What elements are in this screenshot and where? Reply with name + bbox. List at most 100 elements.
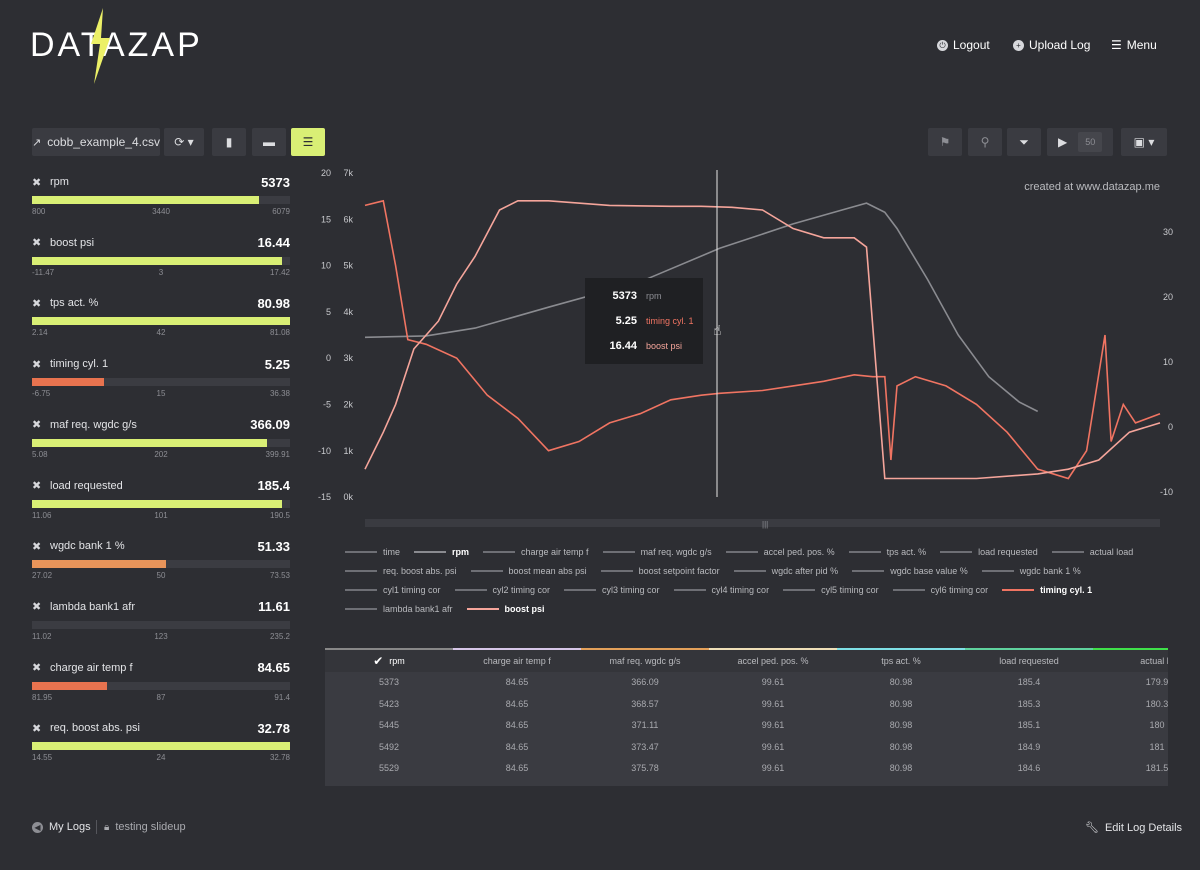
legend-item[interactable]: wgdc base value % [852,566,968,576]
table-header-cell[interactable]: charge air temp f [453,648,581,672]
panel-view-button[interactable]: ▬ [252,128,286,156]
edit-log-details-link[interactable]: 🔧︎ Edit Log Details [1085,821,1183,835]
table-header-cell[interactable]: actual lo [1093,648,1168,672]
legend-item[interactable]: rpm [414,547,469,557]
table-header-cell[interactable]: ✔ rpm [325,648,453,672]
legend-label: wgdc after pid % [771,565,839,576]
rpm-axis-tick: 3k [343,353,353,363]
table-row[interactable]: 5529 84.65 375.78 99.61 80.98 184.6 181.5 [325,758,1168,780]
legend-item[interactable]: maf req. wgdc g/s [602,547,712,557]
table-view-button[interactable]: ☰ [291,128,325,156]
rpm-axis-tick: 6k [343,214,353,224]
table-header-cell[interactable]: accel ped. pos. % [709,648,837,672]
variable-header: ✖ req. boost abs. psi 32.78 [32,720,290,736]
table-cell: 99.61 [761,677,785,687]
remove-icon[interactable]: ✖ [32,358,42,371]
legend-item[interactable]: wgdc after pid % [733,565,839,576]
upload-log-link[interactable]: + Upload Log [1013,38,1090,52]
file-select-button[interactable]: ↗ cobb_example_4.csv [32,128,160,156]
legend-item[interactable]: boost psi [466,604,545,614]
legend-item[interactable]: timing cyl. 1 [1002,585,1092,595]
table-row[interactable]: 5373 84.65 366.09 99.61 80.98 185.4 179.9 [325,672,1168,694]
legend-item[interactable]: time [345,547,400,557]
tooltip-value: 5.25 [615,315,637,327]
remove-icon[interactable]: ✖ [32,601,42,614]
legend-item[interactable]: cyl5 timing cor [783,585,879,595]
zoom-button[interactable]: ⚲ [968,128,1002,156]
right-axis-tick: 30 [1163,227,1173,237]
column-label: tps act. % [881,656,921,666]
remove-icon[interactable]: ✖ [32,176,42,189]
remove-icon[interactable]: ✖ [32,237,42,250]
remove-icon[interactable]: ✖ [32,722,42,735]
table-row[interactable]: 5445 84.65 371.11 99.61 80.98 185.1 180 [325,715,1168,737]
refresh-button[interactable]: ⟳ ▾ [164,128,204,156]
legend-item[interactable]: cyl6 timing cor [892,585,988,595]
legend-item[interactable]: boost mean abs psi [470,565,587,576]
chart-scrollbar[interactable] [365,519,1160,527]
legend-item[interactable]: req. boost abs. psi [345,566,457,576]
menu-label: Menu [1126,38,1157,52]
logout-link[interactable]: ⏻ Logout [937,38,990,52]
legend-item[interactable]: lambda bank1 afr [345,604,453,614]
left-axis-tick: 5 [326,307,331,317]
range-min: 27.02 [32,571,53,581]
remove-icon[interactable]: ✖ [32,419,42,432]
range-mid: 24 [156,753,166,763]
legend-item[interactable]: cyl4 timing cor [673,585,769,595]
variable-item: ✖ tps act. % 80.98 2.14 42 81.08 [32,295,290,340]
legend-item[interactable]: cyl3 timing cor [564,585,660,595]
variable-value: 32.78 [257,720,290,736]
variable-value: 51.33 [257,538,290,554]
left-axis-tick: -15 [318,492,331,502]
play-icon[interactable]: ▶ [1058,135,1068,149]
legend-item[interactable]: cyl1 timing cor [345,585,441,595]
filter-button[interactable]: ⏷ [1007,128,1041,156]
right-axis-tick: -10 [1160,487,1173,497]
logout-label: Logout [953,38,990,52]
play-speed-input[interactable]: 50 [1078,132,1103,152]
table-cell: 5445 [378,720,400,730]
table-header-cell[interactable]: maf req. wgdc g/s [581,648,709,672]
legend-item[interactable]: tps act. % [848,547,926,557]
remove-icon[interactable]: ✖ [32,480,42,492]
legend-item[interactable]: charge air temp f [483,547,589,557]
filter-icon: ⏷ [1019,134,1029,149]
table-cell: 80.98 [889,763,913,773]
legend-item[interactable]: boost setpoint factor [600,566,720,576]
table-cell: 185.3 [1017,698,1041,709]
legend-label: boost mean abs psi [508,565,587,576]
table-header-cell[interactable]: tps act. % [837,648,965,672]
variable-label: tps act. % [50,297,99,310]
flag-button[interactable]: ⚑ [928,128,962,156]
menu-link[interactable]: ☰ Menu [1111,38,1157,52]
legend-item[interactable]: cyl2 timing cor [454,585,550,595]
my-logs-link[interactable]: ◀ My Logs [32,821,91,833]
rpm-axis-tick: 1k [343,446,353,456]
line-chart[interactable]: 20 15 10 5 0 -5 -10 -15 7k 6k 5k 4k 3k 2k 1k 0k 30 20 10 0 -… [305,165,1185,535]
legend-item[interactable]: actual load [1051,547,1133,557]
table-row[interactable]: 5423 84.65 368.57 99.61 80.98 185.3 180.3 [325,694,1168,716]
tools-button[interactable]: ▣ ▾ [1121,128,1167,156]
range-max: 81.08 [269,328,290,338]
lock-icon: 🔒︎ [104,821,110,833]
file-view-button[interactable]: ▮ [212,128,246,156]
legend-swatch [466,607,499,610]
legend-item[interactable]: accel ped. pos. % [725,547,835,557]
table-row[interactable]: 5492 84.65 373.47 99.61 80.98 184.9 181 [325,737,1168,759]
remove-icon[interactable]: ✖ [32,297,42,310]
table-icon: ☰ [302,135,314,149]
legend-item[interactable]: load requested [940,547,1038,557]
variable-label: load requested [50,479,123,492]
log-name: 🔒︎ testing slideup [104,821,186,833]
legend-swatch [483,550,516,553]
legend-item[interactable]: wgdc bank 1 % [981,566,1081,576]
back-arrow-icon: ◀ [32,821,43,833]
variable-item: ✖ lambda bank1 afr 11.61 11.02 123 235.2 [32,599,290,644]
remove-icon[interactable]: ✖ [32,662,42,675]
remove-icon[interactable]: ✖ [32,540,42,553]
logo[interactable]: DATAZAP [30,26,203,64]
table-header-cell[interactable]: load requested [965,648,1093,672]
variable-value: 11.61 [258,599,290,615]
edit-log-details-label: Edit Log Details [1104,821,1183,834]
